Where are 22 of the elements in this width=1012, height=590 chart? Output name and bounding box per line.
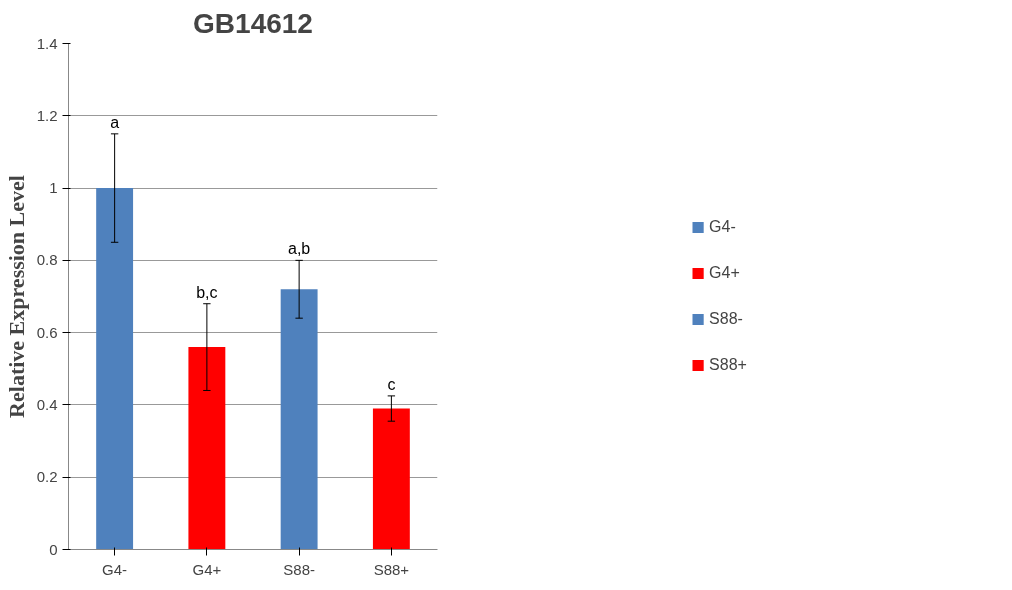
annotation: b,c — [196, 283, 218, 301]
y-tick-label: 0.2 — [36, 468, 58, 486]
x-tick-label: G4+ — [192, 560, 222, 578]
y-tick-label: 0 — [49, 540, 58, 558]
annotation: c — [387, 375, 396, 393]
x-tick-label: S88- — [283, 560, 315, 578]
annotation: a,b — [288, 240, 311, 258]
annotation: a — [110, 113, 120, 131]
legend-label: G4+ — [709, 264, 740, 282]
legend-label: S88- — [709, 310, 743, 328]
y-axis-title: Relative Expression Level — [3, 175, 29, 418]
y-tick-label: 1.4 — [36, 34, 58, 52]
x-tick-label: S88+ — [373, 560, 410, 578]
y-tick-label: 0.8 — [36, 251, 58, 269]
legend-label: G4- — [709, 218, 736, 236]
chart-title: GB14612 — [193, 7, 313, 39]
x-tick-label: G4- — [102, 560, 128, 578]
legend-label: S88+ — [709, 356, 747, 374]
y-tick-label: 0.6 — [36, 323, 58, 341]
y-tick-label: 1.2 — [36, 106, 58, 124]
y-tick-label: 0.4 — [36, 395, 58, 413]
y-tick-label: 1 — [49, 179, 58, 197]
